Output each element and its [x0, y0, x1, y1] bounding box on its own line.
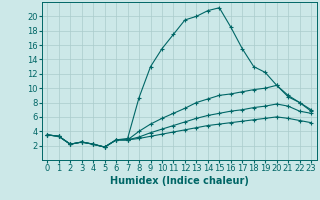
X-axis label: Humidex (Indice chaleur): Humidex (Indice chaleur) — [110, 176, 249, 186]
